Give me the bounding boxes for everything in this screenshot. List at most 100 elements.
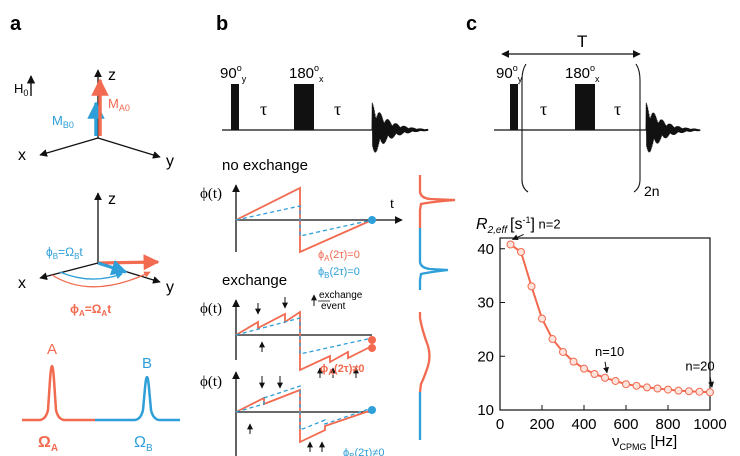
panel-b-label: b (216, 13, 228, 35)
period-T-label: T (577, 32, 587, 51)
z-label: z (108, 67, 116, 84)
exchange-arrows-2 (247, 376, 325, 452)
phi-label-2: ϕ(t) (200, 301, 222, 317)
annotation-label: n=10 (595, 344, 624, 359)
exchange-arrows-1 (255, 297, 359, 378)
y-tick-label: 20 (477, 348, 494, 365)
phiB-label: ϕB=ΩBt (46, 245, 83, 261)
data-point (664, 385, 672, 394)
tau-1: τ (260, 99, 267, 119)
tau-c-1: τ (540, 99, 547, 119)
pulse-sequence-c: 90oy 180ox τ τ 2n (494, 63, 701, 199)
peak-B-label: B (142, 355, 152, 372)
pulse-sequence-b: 90oy 180ox τ τ (220, 63, 429, 153)
y-tick-label: 10 (477, 402, 494, 419)
y-tick-label: 40 (477, 241, 494, 258)
annotation-label: n=2 (539, 216, 561, 231)
data-point (506, 240, 515, 249)
spectrum: A B ΩA ΩB (22, 341, 180, 454)
chart-xlabel: νCPMG [Hz] (612, 433, 677, 452)
mb0-label: MB0 (52, 113, 74, 130)
mb-rotated-vector (97, 259, 128, 276)
data-point (538, 314, 546, 323)
no-exchange-label: no exchange (222, 157, 308, 174)
phiA-arc (51, 271, 151, 288)
data-point (527, 282, 536, 291)
data-point (569, 357, 578, 366)
x-tick-label: 400 (571, 416, 596, 433)
x-tick-label: 600 (613, 416, 638, 433)
pulse-180-c (575, 84, 595, 130)
y-label-2: y (166, 279, 174, 296)
data-point (653, 384, 662, 393)
phi-label-1: ϕ(t) (200, 186, 222, 202)
data-point (632, 381, 641, 390)
exchange-event-line1: exchange (319, 290, 363, 301)
x-tick-label: 1000 (693, 416, 726, 433)
annotation-arrow (708, 376, 714, 388)
dispersion-chart: R2,eff [s-1] νCPMG [Hz] 0 200 400 600 800 1000 1… (476, 215, 727, 452)
vector-frame-1: H0 z x y MB0 MA0 (14, 67, 174, 170)
exchange-label: exchange (222, 272, 287, 289)
phaseB-trace-1 (235, 205, 373, 237)
phase-plot-exchange-1: ϕ(t) exchange event ϕA(2τ)≠0 (200, 290, 376, 378)
x-tick-label: 200 (529, 416, 554, 433)
bracket-right (633, 63, 641, 193)
pulse-90-c (510, 84, 518, 130)
tau-2: τ (334, 99, 341, 119)
x-label-2: x (18, 275, 26, 292)
pulse-90-label: 90oy (220, 63, 247, 84)
phaseB-trace-3 (235, 385, 373, 431)
side-spectrum-B (418, 228, 449, 290)
x-tick-label: 800 (655, 416, 680, 433)
phiA-neq-zero: ϕA(2τ)≠0 (320, 363, 365, 377)
annotation-arrow (511, 233, 524, 240)
side-spectrum-no-exchange (418, 175, 456, 290)
annotation-arrow (603, 361, 609, 374)
phaseB-trace-2 (235, 317, 373, 355)
vector-frame-2: z x y ϕB=ΩBt ϕA=ΩAt (18, 191, 174, 318)
data-point (674, 386, 683, 395)
x-axis (39, 137, 99, 157)
repeat-2n: 2n (644, 183, 660, 199)
endpoint-B (368, 406, 376, 414)
peak-A-label: A (47, 341, 57, 358)
phiA-eq-zero: ϕA(2τ)=0 (318, 249, 360, 263)
phiB-neq-zero: ϕB(2τ)≠0 (343, 447, 384, 456)
phase-plot-no-exchange: ϕ(t) t ϕA(2τ)=0 ϕB(2τ)=0 (200, 184, 403, 280)
endpoint-A2 (368, 344, 376, 352)
phiA-label: ϕA=ΩAt (70, 302, 111, 318)
panel-c: c T 90oy 180ox τ τ 2n R2,eff [s-1] νCPMG[… (466, 13, 727, 452)
ma0-label: MA0 (108, 96, 130, 113)
side-spectrum-A (418, 175, 456, 228)
data-point (517, 247, 525, 256)
phaseA-trace-2 (235, 310, 373, 372)
h0-label: H0 (14, 81, 28, 98)
spectrum-A-line (22, 364, 95, 422)
panel-a: a H0 z x y MB0 MA0 z x y (10, 13, 180, 454)
x-axis-2 (39, 262, 99, 281)
z-label-2: z (108, 191, 116, 208)
data-point (611, 376, 620, 385)
data-point (580, 364, 588, 373)
annotation-label: n=20 (685, 358, 714, 373)
pulse-180-label: 180ox (289, 63, 324, 84)
ma-rotated-vector (97, 254, 160, 271)
tau-c-2: τ (614, 99, 621, 119)
phiB-arc (59, 271, 123, 280)
panel-c-label: c (466, 13, 477, 35)
data-point (643, 383, 651, 392)
data-point (622, 380, 630, 389)
panel-a-label: a (10, 13, 22, 35)
side-spectrum-exchange (418, 312, 431, 440)
data-point (601, 373, 609, 382)
bracket-left (521, 63, 529, 193)
fid-signal-c (645, 102, 701, 153)
data-point (559, 347, 567, 356)
fid-signal (371, 102, 429, 153)
x-label: x (18, 147, 26, 164)
phase-plot-exchange-2: ϕ(t) ϕB(2τ)≠0 (200, 371, 384, 456)
data-point (695, 387, 704, 396)
phiB-eq-zero: ϕB(2τ)=0 (318, 266, 360, 280)
exchange-event-line2: event (321, 301, 346, 312)
